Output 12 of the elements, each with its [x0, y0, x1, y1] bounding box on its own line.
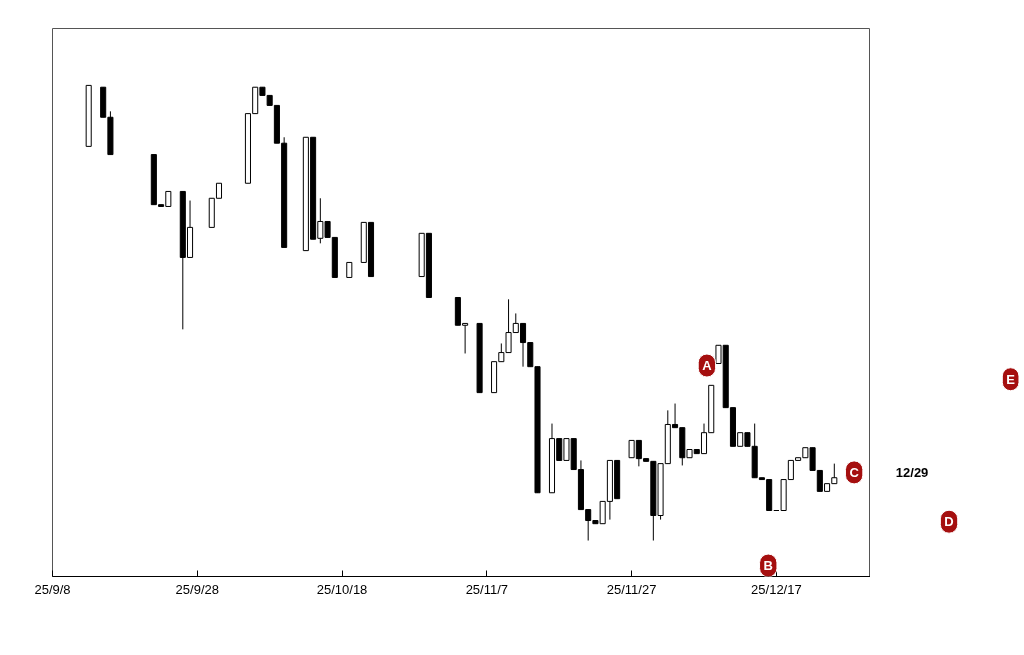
- x-tick-label: 25/9/8: [34, 581, 71, 597]
- x-tick-label: 25/11/27: [606, 581, 657, 597]
- x-tick-label: 25/12/17: [751, 581, 802, 597]
- annotation: A: [702, 358, 713, 374]
- text: 12/29: [895, 464, 929, 480]
- text: E: [1006, 371, 1016, 387]
- text: D: [944, 514, 954, 530]
- text: B: [763, 558, 773, 574]
- x-tick-label: 25/11/7: [465, 581, 509, 597]
- annotation: C: [849, 464, 860, 480]
- x-tick-label: 25/10/18: [316, 581, 368, 597]
- x-tick-label: 25/9/28: [175, 581, 219, 597]
